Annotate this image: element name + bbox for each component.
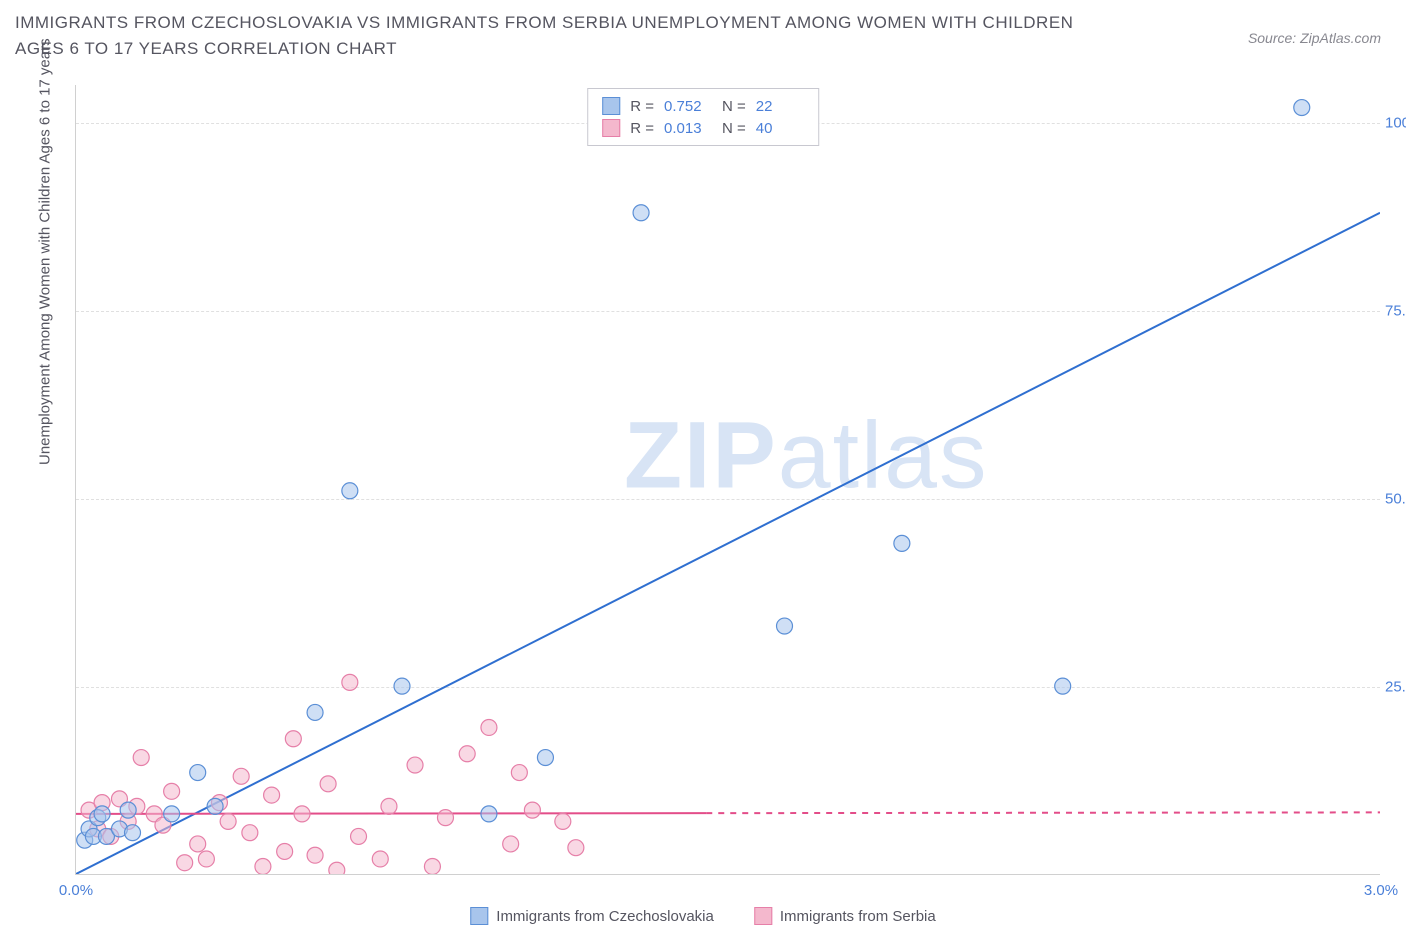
swatch-serbia-bottom <box>754 907 772 925</box>
n-label: N = <box>722 120 746 137</box>
y-tick-label: 50.0% <box>1385 490 1406 507</box>
source-name: ZipAtlas.com <box>1300 30 1381 46</box>
series-legend: Immigrants from Czechoslovakia Immigrant… <box>470 907 935 925</box>
x-tick-label: 0.0% <box>59 882 93 899</box>
n-value-serbia: 40 <box>756 120 804 137</box>
stats-legend: R = 0.752 N = 22 R = 0.013 N = 40 <box>587 88 819 146</box>
stats-row-czech: R = 0.752 N = 22 <box>602 95 804 117</box>
chart-svg <box>76 85 1380 874</box>
y-tick-label: 75.0% <box>1385 302 1406 319</box>
source-attribution: Source: ZipAtlas.com <box>1248 30 1381 46</box>
plot-area: ZIPatlas 25.0%50.0%75.0%100.0%0.0%3.0% <box>75 85 1380 875</box>
legend-label-serbia: Immigrants from Serbia <box>780 908 936 925</box>
y-tick-label: 25.0% <box>1385 678 1406 695</box>
stats-row-serbia: R = 0.013 N = 40 <box>602 117 804 139</box>
r-value-serbia: 0.013 <box>664 120 712 137</box>
r-label: R = <box>630 98 654 115</box>
legend-item-serbia: Immigrants from Serbia <box>754 907 936 925</box>
source-label: Source: <box>1248 30 1296 46</box>
r-label: R = <box>630 120 654 137</box>
r-value-czech: 0.752 <box>664 98 712 115</box>
y-tick-label: 100.0% <box>1385 114 1406 131</box>
swatch-czech-bottom <box>470 907 488 925</box>
n-value-czech: 22 <box>756 98 804 115</box>
swatch-czech <box>602 97 620 115</box>
y-axis-title: Unemployment Among Women with Children A… <box>37 38 54 465</box>
legend-label-czech: Immigrants from Czechoslovakia <box>496 908 714 925</box>
legend-item-czech: Immigrants from Czechoslovakia <box>470 907 714 925</box>
chart-title: IMMIGRANTS FROM CZECHOSLOVAKIA VS IMMIGR… <box>15 10 1115 61</box>
swatch-serbia <box>602 119 620 137</box>
n-label: N = <box>722 98 746 115</box>
x-tick-label: 3.0% <box>1364 882 1398 899</box>
